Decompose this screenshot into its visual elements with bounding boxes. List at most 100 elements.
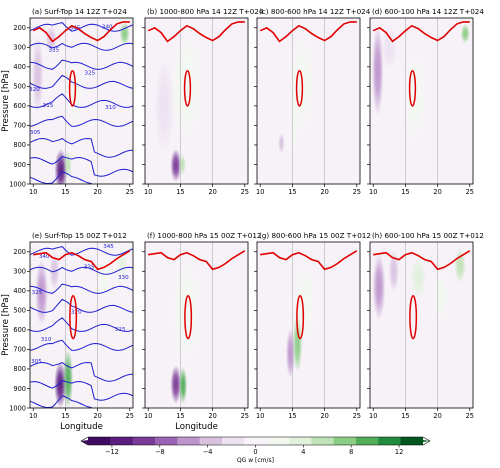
theta-contour: [30, 42, 133, 51]
colorbar-swatch: [177, 437, 201, 445]
x-tick-label: 15: [288, 412, 296, 420]
panel-b: (b) 1000-800 hPa 14 12Z T+024 10 15 20 25: [142, 7, 264, 196]
x-tick-label: 25: [353, 188, 361, 196]
contour-label: 335: [48, 48, 59, 54]
grid: [405, 18, 438, 184]
x-tick-label: 10: [144, 412, 152, 420]
contour-label: 325: [32, 290, 43, 296]
contour-label: 310: [41, 337, 52, 343]
y-tick-label: 500: [13, 307, 26, 315]
x-axis-label: Longitude: [175, 422, 218, 432]
colorbar-swatch: [88, 437, 111, 445]
anomaly-blob: [35, 259, 49, 326]
jet-core-contour: [68, 69, 77, 107]
colorbar-swatch: [266, 437, 290, 445]
panel-title: (b) 1000-800 hPa 14 12Z T+024: [147, 7, 264, 16]
x-tick-label: 20: [208, 188, 216, 196]
colorbar-outline: [80, 436, 431, 446]
theta-contour: [30, 246, 133, 256]
y-tick-label: 300: [13, 268, 26, 276]
panel-a: 345 340 335 325 320 315 310 305 (a) Surf-Top 14 …: [1, 7, 134, 196]
theta-contour: [30, 317, 133, 332]
anomaly-blob: [31, 35, 44, 114]
theta-contour: [30, 380, 133, 401]
contour-label: 310: [105, 105, 116, 111]
anomaly-field: [170, 255, 203, 405]
anomaly-blob: [170, 365, 182, 405]
anomaly-blob: [178, 366, 188, 405]
x-tick-label: 20: [93, 188, 101, 196]
x-tick-label: 25: [126, 188, 134, 196]
theta-contour: [30, 59, 133, 70]
x-tick-label: 20: [208, 412, 216, 420]
y-tick-label: 400: [13, 63, 26, 71]
y-tick-label: 600: [13, 326, 26, 334]
colorbar: −12 −8 −4 0 4 8 12 QG w [cm/s]: [80, 436, 431, 464]
x-tick-label: 10: [369, 412, 377, 420]
jet-core-contour: [183, 69, 192, 107]
theta-contour: [30, 339, 133, 351]
jet-core-contour: [408, 69, 417, 107]
colorbar-swatch: [110, 437, 134, 445]
contour-label: 345: [70, 26, 81, 32]
panel-h: (h) 600-100 hPa 15 00Z T+012 10 15 20 25: [367, 231, 484, 420]
x-tick-label: 20: [433, 188, 441, 196]
tropopause-line: [372, 21, 470, 43]
panel-title: (f) 1000-800 hPa 15 00Z T+012: [147, 231, 261, 240]
colorbar-tick-label: −8: [155, 448, 165, 456]
grid: [180, 18, 213, 184]
y-tick-label: 700: [13, 346, 26, 354]
theta-contour: [30, 361, 133, 382]
panel-frame: [144, 241, 249, 409]
anomaly-blob: [293, 259, 317, 346]
tropopause-line: [147, 21, 245, 43]
x-tick-label: 15: [61, 412, 69, 420]
anomaly-blob: [380, 23, 398, 71]
x-tick-label: 20: [320, 412, 328, 420]
anomaly-blob: [62, 349, 74, 408]
y-tick-label: 500: [13, 83, 26, 91]
contour-label: 320: [29, 87, 40, 93]
x-tick-label: 15: [176, 188, 184, 196]
colorbar-swatch: [244, 437, 268, 445]
tropopause-line: [373, 250, 471, 271]
theta-contours: [30, 246, 133, 408]
x-tick-label: 10: [29, 412, 37, 420]
panel-title: (h) 600-100 hPa 15 00Z T+012: [372, 231, 484, 240]
tropopause-line: [33, 250, 131, 271]
panel-frame: [144, 17, 249, 185]
anomaly-blob: [154, 55, 175, 157]
theta-contour: [30, 137, 133, 158]
panel-title: (e) Surf-Top 15 00Z T+012: [32, 231, 127, 240]
anomaly-blob: [371, 25, 384, 116]
tropopause-line: [260, 250, 358, 271]
anomaly-blob: [170, 148, 182, 183]
anomaly-blob: [119, 21, 130, 46]
tropopause-line: [32, 21, 130, 43]
x-tick-label: 15: [401, 188, 409, 196]
colorbar-tick-label: 8: [349, 448, 353, 456]
contour-label: 340: [39, 254, 50, 260]
anomaly-blob: [178, 153, 186, 176]
contour-label: 315: [43, 103, 54, 109]
theta-contour: [30, 395, 92, 408]
anomaly-blob: [372, 253, 386, 321]
colorbar-tick-label: 0: [253, 448, 257, 456]
y-tick-label: 600: [13, 102, 26, 110]
colorbar-tick-label: −12: [105, 448, 119, 456]
theta-contour: [30, 115, 133, 127]
y-tick-label: 1000: [9, 180, 26, 188]
anomaly-blob: [388, 249, 399, 293]
x-tick-label: 25: [466, 412, 474, 420]
contour-label: 305: [31, 359, 42, 365]
anomaly-blob: [432, 269, 450, 325]
colorbar-swatch: [222, 437, 245, 445]
tropopause-line: [148, 250, 246, 271]
theta-contour: [30, 171, 92, 184]
anomaly-field: [285, 259, 317, 379]
theta-contour: [30, 266, 133, 275]
x-tick-label: 10: [29, 188, 37, 196]
colorbar-swatch: [311, 437, 335, 445]
colorbar-swatch: [289, 437, 312, 445]
